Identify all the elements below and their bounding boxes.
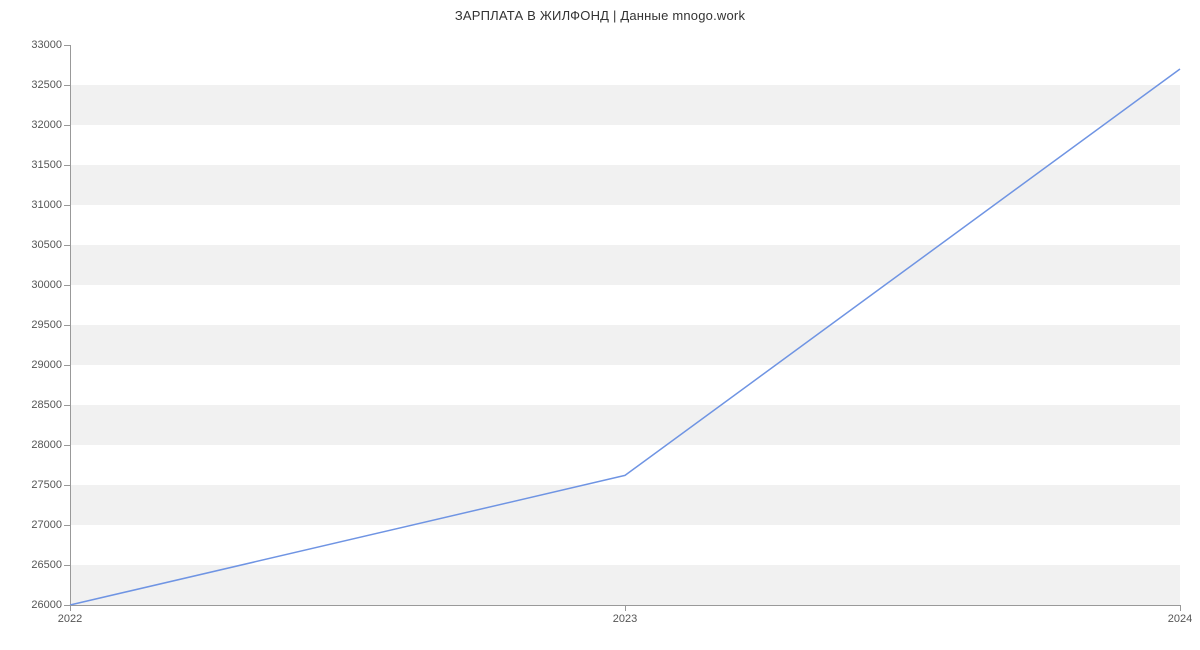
y-tick-label: 27000 xyxy=(31,519,62,531)
y-tick-label: 32500 xyxy=(31,79,62,91)
y-tick xyxy=(64,445,70,446)
y-tick xyxy=(64,365,70,366)
y-tick-label: 26500 xyxy=(31,559,62,571)
y-tick-label: 26000 xyxy=(31,599,62,611)
x-tick-label: 2023 xyxy=(613,613,637,625)
series-line xyxy=(70,69,1180,605)
y-tick-label: 27500 xyxy=(31,479,62,491)
y-tick-label: 29000 xyxy=(31,359,62,371)
y-tick xyxy=(64,485,70,486)
y-tick xyxy=(64,85,70,86)
x-tick xyxy=(70,605,71,611)
y-tick-label: 32000 xyxy=(31,119,62,131)
y-tick xyxy=(64,45,70,46)
x-tick xyxy=(1180,605,1181,611)
y-tick xyxy=(64,125,70,126)
line-series xyxy=(70,45,1180,605)
y-tick xyxy=(64,245,70,246)
chart-title: ЗАРПЛАТА В ЖИЛФОНД | Данные mnogo.work xyxy=(0,8,1200,23)
y-tick xyxy=(64,565,70,566)
y-tick xyxy=(64,405,70,406)
plot-area: 2600026500270002750028000285002900029500… xyxy=(70,45,1180,605)
y-tick xyxy=(64,285,70,286)
y-tick-label: 31000 xyxy=(31,199,62,211)
y-tick-label: 28500 xyxy=(31,399,62,411)
y-tick-label: 30000 xyxy=(31,279,62,291)
y-tick-label: 33000 xyxy=(31,39,62,51)
y-tick-label: 30500 xyxy=(31,239,62,251)
x-tick-label: 2024 xyxy=(1168,613,1192,625)
salary-line-chart: ЗАРПЛАТА В ЖИЛФОНД | Данные mnogo.work 2… xyxy=(0,0,1200,650)
y-tick-label: 28000 xyxy=(31,439,62,451)
y-tick-label: 29500 xyxy=(31,319,62,331)
x-tick xyxy=(625,605,626,611)
y-tick xyxy=(64,325,70,326)
y-tick-label: 31500 xyxy=(31,159,62,171)
y-tick xyxy=(64,205,70,206)
y-tick xyxy=(64,165,70,166)
y-tick xyxy=(64,525,70,526)
x-tick-label: 2022 xyxy=(58,613,82,625)
